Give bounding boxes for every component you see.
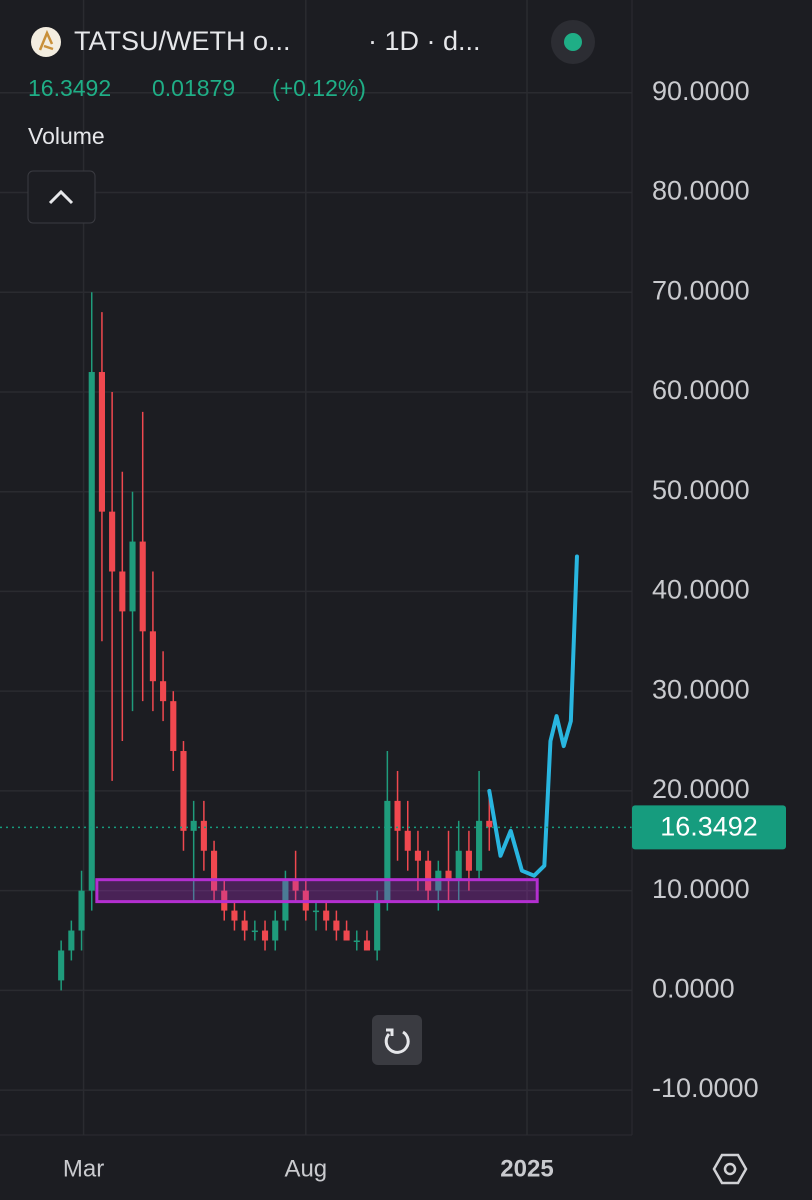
projection-drawing [487,554,579,878]
candle-body [323,910,330,921]
candle-body [384,800,391,901]
axes: -10.0000 0.0000 10.0000 20.0000 30.0000 40.00… [63,76,786,1182]
candle-body [476,820,483,871]
price-change-pct: (+0.12%) [272,75,366,101]
last-price: 16.3492 [28,75,111,101]
settings-button[interactable] [712,1153,748,1185]
reset-button[interactable] [372,1015,422,1065]
candle-body [394,800,401,831]
settings-icon [723,1162,737,1176]
candle-body [404,830,411,851]
status-dot [564,33,582,51]
candle-body [149,631,156,682]
y-tick-label: 20.0000 [652,774,750,804]
candle-body [241,920,248,931]
candle-body [190,820,197,831]
candle-body [272,920,279,941]
reset-icon [384,1030,410,1054]
candle-body [353,940,360,943]
candle-body [445,870,452,881]
candle-body [98,372,105,512]
candle-body [160,681,167,702]
symbol-icon[interactable] [31,27,61,57]
y-tick-label: 80.0000 [652,176,750,206]
grid [0,0,632,1135]
candle-body [170,701,177,752]
candle-body [119,571,126,612]
last-price-label: 16.3492 [660,811,758,841]
candle-body [231,910,238,921]
candle-body [486,820,493,828]
y-tick-label: -10.0000 [652,1073,759,1103]
plot [0,292,632,991]
candle-body [465,850,472,871]
y-tick-label: 40.0000 [652,575,750,605]
y-tick-label: 90.0000 [652,76,750,106]
candle-body [374,900,381,951]
last-price-box [632,805,786,850]
candle-body [414,850,421,861]
symbol-icon-mark [38,29,54,51]
y-tick-label: 10.0000 [652,874,750,904]
candle-body [78,890,85,931]
candle-body [180,751,187,831]
candle-body [455,850,462,881]
y-tick-label: 60.0000 [652,375,750,405]
candle-body [58,950,65,981]
x-tick-label: Mar [63,1155,104,1182]
candle-body [343,930,350,941]
y-tick-label: 30.0000 [652,674,750,704]
symbol-name[interactable]: TATSU/WETH o... [74,26,291,56]
support-zone [95,878,539,904]
candle-body [312,910,320,913]
candle-body [333,920,340,931]
collapse-button[interactable] [27,170,96,224]
reset-icon [386,1028,394,1036]
candle-body [200,820,207,851]
candle-body [261,930,269,941]
candle-body [129,541,136,612]
candle-body [109,511,116,572]
chevron-icon [48,189,74,205]
candle-body [251,930,258,933]
interval[interactable]: · 1D · d... [368,26,481,56]
candle-body [425,860,432,891]
x-tick-label: 2025 [500,1155,553,1182]
y-tick-label: 50.0000 [652,475,750,505]
y-tick-label: 0.0000 [652,974,735,1004]
candle-body [363,940,371,951]
volume-label: Volume [28,123,105,149]
x-tick-label: Aug [284,1155,327,1182]
candle-body [292,880,299,891]
y-tick-label: 70.0000 [652,275,750,305]
candle-body [139,541,146,632]
price-change: 0.01879 [152,75,235,101]
candle-body [88,372,95,891]
candle-body [211,850,218,891]
candle-body [68,930,75,951]
